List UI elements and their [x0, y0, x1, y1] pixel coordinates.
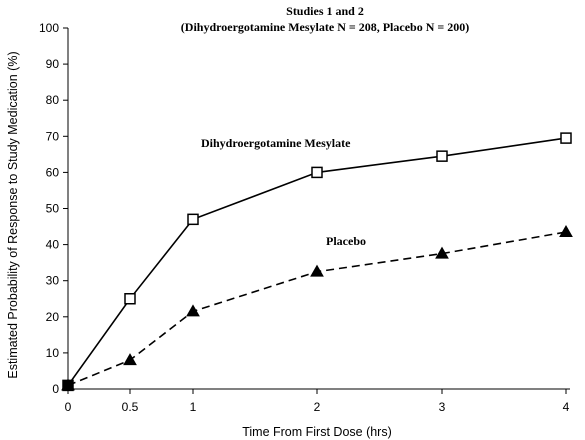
x-axis-label: Time From First Dose (hrs): [242, 425, 392, 439]
data-point-square: [311, 166, 323, 179]
y-tick-label: 80: [46, 93, 60, 107]
data-point-square: [124, 293, 136, 305]
data-point-triangle: [61, 378, 75, 391]
data-point-triangle: [186, 304, 200, 317]
x-tick-label: 3: [439, 400, 446, 414]
series-line-1: [67, 231, 567, 387]
x-tick-label: 0.5: [122, 400, 139, 414]
data-point-square: [560, 132, 572, 144]
x-tick-label: 2: [314, 400, 321, 414]
y-axis-label: Estimated Probability of Response to Stu…: [6, 51, 20, 378]
chart-title: Studies 1 and 2: [286, 4, 364, 18]
chart-subtitle: (Dihydroergotamine Mesylate N = 208, Pla…: [181, 20, 469, 34]
y-tick-label: 10: [46, 346, 60, 360]
y-tick-label: 70: [46, 129, 60, 143]
data-point-square: [187, 213, 199, 226]
y-tick-label: 20: [46, 310, 60, 324]
y-tick-label: 40: [46, 238, 60, 252]
x-tick-label: 1: [190, 400, 197, 414]
data-point-triangle: [559, 224, 573, 237]
axes: 0 10 20 30 40 50 60 70 80 90 100 0 0.5 1 2 3 4: [39, 21, 570, 414]
y-tick-label: 90: [46, 57, 60, 71]
data-point-triangle: [123, 353, 137, 366]
data-point-square: [436, 150, 448, 162]
series-label-dhe: Dihydroergotamine Mesylate: [201, 136, 351, 150]
series-layer: [61, 132, 573, 392]
y-tick-label: 60: [46, 165, 60, 179]
data-point-triangle: [310, 264, 324, 277]
x-tick-label: 0: [65, 400, 72, 414]
x-tick-label: 4: [563, 400, 570, 414]
y-tick-label: 100: [39, 21, 59, 35]
y-tick-label: 0: [52, 382, 59, 396]
series-label-placebo: Placebo: [326, 234, 366, 248]
y-tick-label: 50: [46, 202, 60, 216]
y-tick-label: 30: [46, 274, 60, 288]
data-point-triangle: [435, 246, 449, 259]
series-line-0: [67, 137, 567, 386]
